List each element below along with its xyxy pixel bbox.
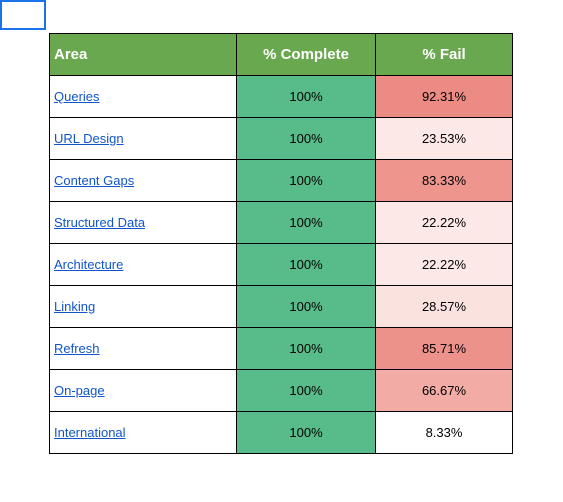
area-link[interactable]: URL Design — [54, 131, 124, 146]
selected-cell[interactable] — [0, 0, 46, 30]
fail-cell[interactable]: 92.31% — [375, 75, 513, 118]
fail-cell[interactable]: 66.67% — [375, 369, 513, 412]
area-cell[interactable]: Linking — [49, 285, 237, 328]
table-row: Content Gaps 100% 83.33% — [49, 159, 513, 202]
area-cell[interactable]: Architecture — [49, 243, 237, 286]
table-row: On-page 100% 66.67% — [49, 369, 513, 412]
area-cell[interactable]: On-page — [49, 369, 237, 412]
area-cell[interactable]: Structured Data — [49, 201, 237, 244]
header-complete[interactable]: % Complete — [236, 33, 376, 76]
area-link[interactable]: Structured Data — [54, 215, 146, 230]
area-cell[interactable]: Refresh — [49, 327, 237, 370]
complete-cell[interactable]: 100% — [236, 411, 376, 454]
fail-cell[interactable]: 83.33% — [375, 159, 513, 202]
fail-cell[interactable]: 28.57% — [375, 285, 513, 328]
area-link[interactable]: On-page — [54, 383, 105, 398]
complete-cell[interactable]: 100% — [236, 201, 376, 244]
complete-cell[interactable]: 100% — [236, 243, 376, 286]
complete-cell[interactable]: 100% — [236, 159, 376, 202]
area-link[interactable]: Linking — [54, 299, 96, 314]
fail-cell[interactable]: 23.53% — [375, 117, 513, 160]
complete-cell[interactable]: 100% — [236, 117, 376, 160]
table-row: Linking 100% 28.57% — [49, 285, 513, 328]
complete-cell[interactable]: 100% — [236, 369, 376, 412]
area-link[interactable]: Content Gaps — [54, 173, 135, 188]
table-row: Structured Data 100% 22.22% — [49, 201, 513, 244]
table-row: URL Design 100% 23.53% — [49, 117, 513, 160]
area-cell[interactable]: Content Gaps — [49, 159, 237, 202]
table-row: International 100% 8.33% — [49, 411, 513, 454]
complete-cell[interactable]: 100% — [236, 327, 376, 370]
fail-cell[interactable]: 22.22% — [375, 243, 513, 286]
area-cell[interactable]: International — [49, 411, 237, 454]
complete-cell[interactable]: 100% — [236, 75, 376, 118]
area-link[interactable]: Queries — [54, 89, 100, 104]
header-fail[interactable]: % Fail — [375, 33, 513, 76]
fail-cell[interactable]: 8.33% — [375, 411, 513, 454]
area-link[interactable]: Refresh — [54, 341, 100, 356]
header-row: Area % Complete % Fail — [49, 33, 513, 76]
table-row: Queries 100% 92.31% — [49, 75, 513, 118]
fail-cell[interactable]: 85.71% — [375, 327, 513, 370]
table-row: Architecture 100% 22.22% — [49, 243, 513, 286]
complete-cell[interactable]: 100% — [236, 285, 376, 328]
area-cell[interactable]: Queries — [49, 75, 237, 118]
area-link[interactable]: Architecture — [54, 257, 124, 272]
area-link[interactable]: International — [54, 425, 126, 440]
area-cell[interactable]: URL Design — [49, 117, 237, 160]
header-area[interactable]: Area — [49, 33, 237, 76]
fail-rate-table: Area % Complete % Fail Queries 100% 92.31%… — [49, 33, 513, 454]
fail-cell[interactable]: 22.22% — [375, 201, 513, 244]
table-row: Refresh 100% 85.71% — [49, 327, 513, 370]
